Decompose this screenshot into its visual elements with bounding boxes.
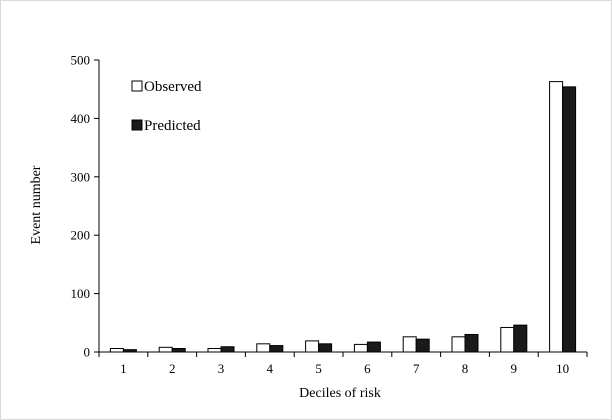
bar-predicted-3 xyxy=(220,346,235,353)
x-tick-label: 6 xyxy=(364,361,371,376)
y-tick-label: 300 xyxy=(71,169,91,184)
legend-label-observed: Observed xyxy=(144,79,202,95)
bar-observed-3 xyxy=(207,347,222,353)
x-tick-label: 2 xyxy=(169,361,176,376)
x-tick-label: 5 xyxy=(315,361,322,376)
y-tick-label: 500 xyxy=(71,53,91,68)
bar-predicted-8 xyxy=(464,333,479,353)
bar-observed-5 xyxy=(305,340,320,353)
y-tick-label: 400 xyxy=(71,111,91,126)
y-axis-title: Event number xyxy=(29,165,44,244)
bar-predicted-6 xyxy=(366,341,381,353)
y-axis-ticks: 0 100 200 300 400 500 xyxy=(71,53,99,360)
bar-observed-8 xyxy=(451,336,466,353)
bar-predicted-10 xyxy=(562,86,577,353)
bar-predicted-9 xyxy=(513,324,528,353)
legend-item-predicted: Predicted xyxy=(131,118,201,134)
bar-observed-6 xyxy=(353,343,368,353)
x-tick-label: 10 xyxy=(556,361,569,376)
bar-predicted-7 xyxy=(415,338,430,353)
x-tick-label: 3 xyxy=(218,361,225,376)
bar-observed-2 xyxy=(158,346,173,353)
bar-observed-1 xyxy=(109,347,124,353)
x-tick-label: 8 xyxy=(462,361,469,376)
bar-predicted-5 xyxy=(318,343,333,353)
y-tick-label: 200 xyxy=(71,228,91,243)
x-tick-label: 9 xyxy=(511,361,518,376)
bar-observed-9 xyxy=(500,326,515,353)
x-axis-ticks: 1 2 3 4 5 6 7 8 9 10 xyxy=(98,352,588,376)
legend-label-predicted: Predicted xyxy=(144,118,201,134)
bar-predicted-1 xyxy=(122,349,137,353)
x-tick-label: 1 xyxy=(120,361,127,376)
bar-predicted-4 xyxy=(269,345,284,353)
bar-observed-7 xyxy=(402,336,417,353)
y-tick-label: 0 xyxy=(84,345,91,360)
x-tick-label: 7 xyxy=(413,361,420,376)
legend: Observed Predicted xyxy=(131,79,202,134)
x-axis-title: Deciles of risk xyxy=(299,386,381,401)
legend-swatch-predicted xyxy=(131,119,143,131)
bar-observed-4 xyxy=(256,343,271,353)
legend-swatch-observed xyxy=(131,80,143,92)
y-tick-label: 100 xyxy=(71,286,91,301)
bars-group xyxy=(109,81,577,353)
x-tick-label: 4 xyxy=(267,361,274,376)
legend-item-observed: Observed xyxy=(131,79,202,95)
bar-predicted-2 xyxy=(171,347,186,353)
bar-observed-10 xyxy=(549,81,564,353)
